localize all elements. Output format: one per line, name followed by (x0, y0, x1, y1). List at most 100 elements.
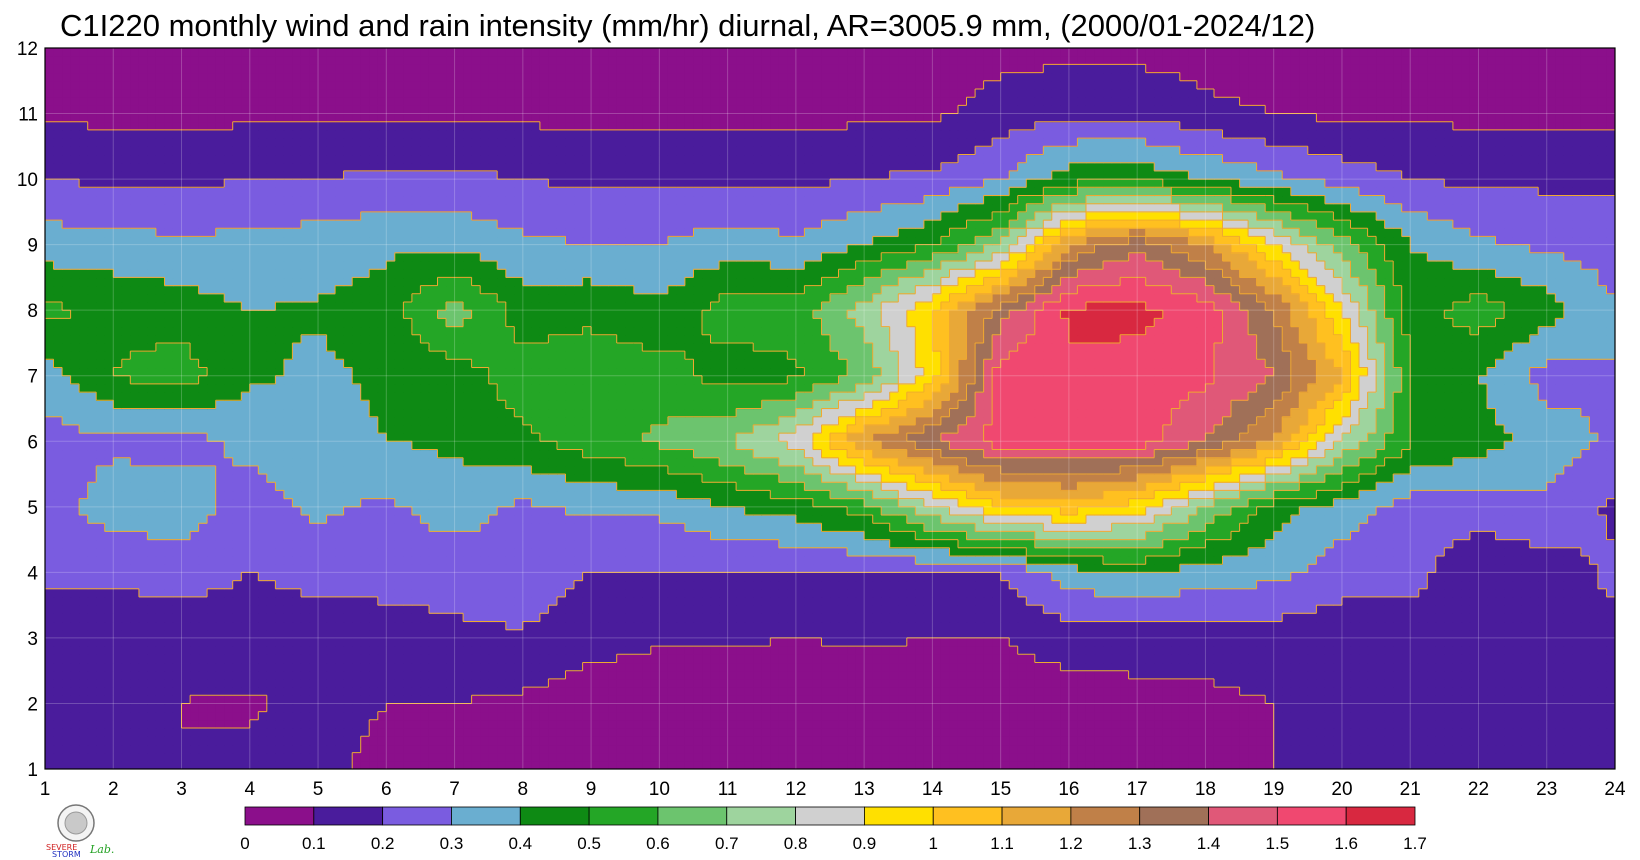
contour-cell (557, 605, 566, 614)
contour-cell (1214, 548, 1223, 557)
contour-cell (113, 589, 122, 598)
contour-cell (1282, 622, 1291, 631)
contour-cell (890, 622, 899, 631)
contour-cell (472, 581, 481, 590)
contour-cell (1154, 622, 1163, 631)
contour-cell (1180, 736, 1189, 745)
contour-cell (1188, 646, 1197, 655)
contour-cell (335, 671, 344, 680)
contour-cell (113, 736, 122, 745)
contour-cell (79, 622, 88, 631)
contour-cell (1427, 638, 1436, 647)
contour-cell (574, 662, 583, 671)
contour-cell (907, 728, 916, 737)
contour-cell (412, 581, 421, 590)
contour-cell (1257, 671, 1266, 680)
contour-cell (88, 605, 97, 614)
contour-cell (1513, 679, 1522, 688)
contour-cell (1052, 695, 1061, 704)
contour-cell (1564, 728, 1573, 737)
contour-cell (352, 548, 361, 557)
contour-cell (1521, 638, 1530, 647)
contour-cell (318, 597, 327, 606)
contour-cell (958, 687, 967, 696)
contour-cell (642, 695, 651, 704)
contour-cell (1598, 736, 1607, 745)
contour-cell (1350, 712, 1359, 721)
contour-cell (1248, 687, 1257, 696)
contour-cell (1146, 654, 1155, 663)
contour-cell (156, 630, 165, 639)
contour-cell (190, 630, 199, 639)
contour-cell (190, 622, 199, 631)
contour-cell (1060, 761, 1069, 770)
contour-cell (1478, 556, 1487, 565)
contour-cell (898, 703, 907, 712)
contour-cell (1325, 753, 1334, 762)
contour-cell (1436, 703, 1445, 712)
contour-cell (1444, 703, 1453, 712)
contour-cell (352, 662, 361, 671)
contour-cell (1606, 720, 1615, 729)
contour-cell (1137, 687, 1146, 696)
contour-cell (1043, 589, 1052, 598)
contour-cell (668, 687, 677, 696)
contour-cell (378, 589, 387, 598)
contour-cell (600, 630, 609, 639)
contour-cell (497, 630, 506, 639)
contour-cell (1359, 638, 1368, 647)
contour-cell (770, 687, 779, 696)
contour-cell (1112, 744, 1121, 753)
contour-cell (1163, 638, 1172, 647)
contour-cell (779, 671, 788, 680)
contour-cell (335, 581, 344, 590)
contour-cell (949, 613, 958, 622)
contour-cell (676, 613, 685, 622)
contour-cell (250, 638, 259, 647)
contour-cell (1026, 712, 1035, 721)
contour-cell (1069, 671, 1078, 680)
contour-cell (676, 728, 685, 737)
contour-cell (685, 712, 694, 721)
contour-cell (711, 687, 720, 696)
contour-cell (1214, 597, 1223, 606)
contour-cell (463, 646, 472, 655)
contour-cell (1274, 556, 1283, 565)
contour-cell (164, 712, 173, 721)
contour-cell (497, 712, 506, 721)
contour-cell (96, 597, 105, 606)
contour-cell (1333, 662, 1342, 671)
contour-cell (79, 736, 88, 745)
contour-cell (318, 720, 327, 729)
contour-cell (267, 712, 276, 721)
contour-cell (762, 646, 771, 655)
contour-cell (1496, 581, 1505, 590)
contour-cell (932, 728, 941, 737)
contour-cell (79, 564, 88, 573)
contour-cell (1163, 548, 1172, 557)
contour-cell (753, 728, 762, 737)
contour-cell (600, 646, 609, 655)
contour-cell (472, 646, 481, 655)
contour-cell (455, 605, 464, 614)
contour-cell (1018, 613, 1027, 622)
contour-cell (463, 736, 472, 745)
contour-cell (1547, 679, 1556, 688)
contour-cell (1478, 622, 1487, 631)
contour-cell (949, 761, 958, 770)
contour-cell (412, 744, 421, 753)
contour-cell (1299, 753, 1308, 762)
contour-cell (1223, 605, 1232, 614)
contour-cell (344, 638, 353, 647)
contour-cell (736, 720, 745, 729)
contour-cell (429, 720, 438, 729)
contour-cell (898, 744, 907, 753)
contour-cell (753, 703, 762, 712)
contour-cell (1240, 671, 1249, 680)
contour-cell (839, 671, 848, 680)
contour-cell (898, 712, 907, 721)
contour-cell (1547, 572, 1556, 581)
contour-cell (190, 712, 199, 721)
contour-cell (565, 728, 574, 737)
contour-cell (1171, 744, 1180, 753)
